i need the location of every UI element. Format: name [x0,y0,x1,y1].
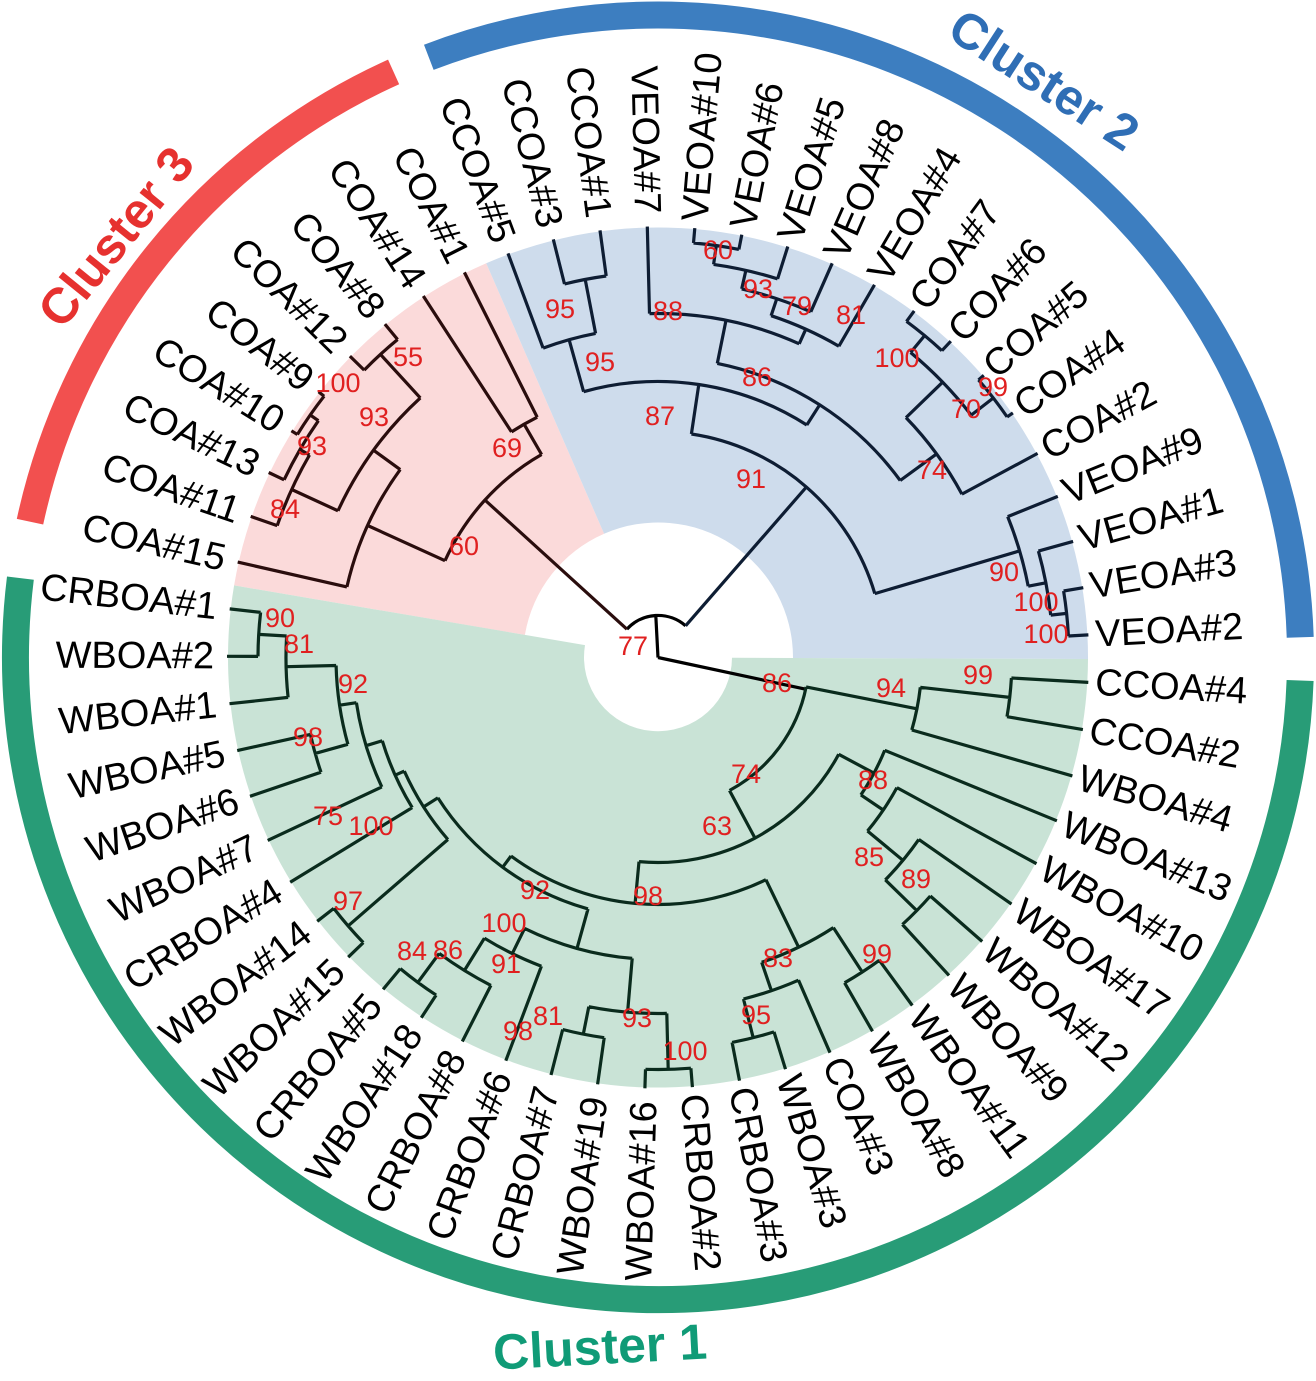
svg-text:98: 98 [503,1016,533,1046]
svg-text:81: 81 [284,629,314,659]
svg-text:79: 79 [782,291,812,321]
svg-text:100: 100 [874,343,919,373]
svg-text:100: 100 [1023,619,1068,649]
svg-text:60: 60 [449,531,479,561]
svg-text:91: 91 [736,464,766,494]
svg-text:55: 55 [393,342,423,372]
svg-text:100: 100 [662,1036,707,1066]
svg-text:Cluster 1: Cluster 1 [492,1313,709,1380]
svg-text:100: 100 [348,811,393,841]
svg-text:63: 63 [702,811,732,841]
svg-text:88: 88 [858,765,888,795]
svg-text:75: 75 [313,801,343,831]
svg-text:84: 84 [397,936,427,966]
svg-text:97: 97 [333,886,363,916]
svg-text:93: 93 [359,402,389,432]
svg-text:86: 86 [742,362,772,392]
svg-text:99: 99 [862,939,892,969]
svg-text:VEOA#7: VEOA#7 [622,65,668,214]
svg-text:81: 81 [836,300,866,330]
svg-text:95: 95 [585,347,615,377]
svg-text:86: 86 [762,668,792,698]
svg-text:69: 69 [492,433,522,463]
svg-text:WBOA#16: WBOA#16 [618,1101,665,1282]
svg-text:91: 91 [491,949,521,979]
svg-text:92: 92 [338,669,368,699]
svg-text:WBOA#2: WBOA#2 [56,635,215,678]
svg-text:95: 95 [545,294,575,324]
svg-text:90: 90 [989,557,1019,587]
svg-text:81: 81 [533,1001,563,1031]
svg-text:77: 77 [618,631,648,661]
svg-text:70: 70 [951,394,981,424]
svg-text:93: 93 [743,274,773,304]
svg-text:84: 84 [270,494,300,524]
svg-text:88: 88 [653,296,683,326]
svg-text:94: 94 [876,673,906,703]
svg-text:98: 98 [293,722,323,752]
svg-text:90: 90 [265,603,295,633]
svg-text:87: 87 [645,401,675,431]
svg-text:100: 100 [481,908,526,938]
svg-text:99: 99 [963,660,993,690]
svg-text:93: 93 [297,431,327,461]
svg-text:74: 74 [731,759,761,789]
svg-text:83: 83 [763,943,793,973]
svg-text:95: 95 [741,1000,771,1030]
svg-text:60: 60 [703,235,733,265]
svg-text:92: 92 [520,875,550,905]
svg-text:86: 86 [433,935,463,965]
svg-text:99: 99 [978,372,1008,402]
svg-text:74: 74 [917,455,947,485]
svg-text:100: 100 [1013,587,1058,617]
svg-text:89: 89 [901,864,931,894]
svg-text:85: 85 [854,842,884,872]
svg-text:98: 98 [633,881,663,911]
svg-text:93: 93 [622,1003,652,1033]
svg-text:CCOA#4: CCOA#4 [1094,662,1248,713]
svg-text:VEOA#2: VEOA#2 [1094,606,1244,656]
svg-text:100: 100 [315,368,360,398]
